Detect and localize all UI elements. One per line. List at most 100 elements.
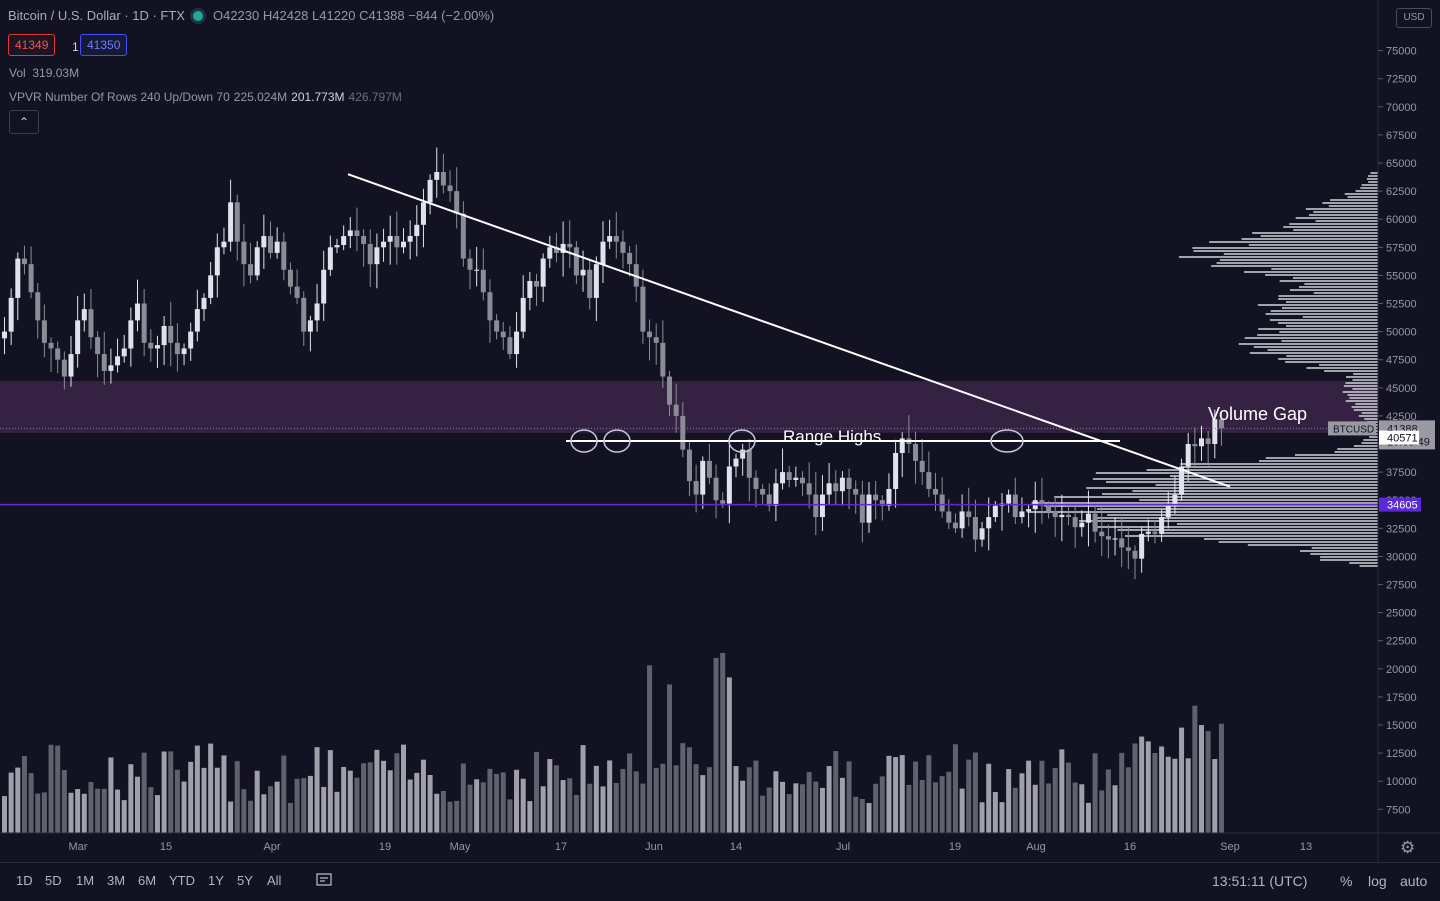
volume-bar	[454, 800, 460, 833]
volume-bar	[926, 755, 932, 833]
vpvr-row	[1223, 253, 1378, 255]
vpvr-row	[1238, 343, 1378, 345]
utc-clock[interactable]: 13:51:11 (UTC)	[1212, 873, 1308, 889]
vpvr-row	[1342, 391, 1378, 393]
volume-bar	[919, 779, 925, 833]
candle	[1218, 419, 1224, 429]
volume-bar	[354, 777, 360, 833]
volume-bar	[467, 784, 473, 833]
buy-price-button[interactable]: 41350	[80, 34, 128, 56]
gear-icon[interactable]: ⚙	[1400, 838, 1416, 857]
candle	[1152, 531, 1158, 534]
vpvr-row	[1360, 187, 1378, 189]
sell-price-button[interactable]: 41349	[8, 34, 56, 56]
candle	[88, 309, 94, 338]
log-scale-toggle[interactable]: log	[1368, 873, 1387, 889]
volume-bar	[341, 766, 347, 833]
volume-bar	[327, 750, 333, 833]
volume-bar	[1179, 727, 1185, 833]
volume-bar	[407, 779, 413, 833]
y-tick-label: 55000	[1386, 270, 1417, 282]
symbol-title[interactable]: Bitcoin / U.S. Dollar · 1D · FTX	[8, 8, 185, 23]
y-tick-label: 7500	[1386, 804, 1410, 816]
candle	[287, 269, 293, 287]
vpvr-row	[1093, 517, 1378, 519]
auto-scale-toggle[interactable]: auto	[1400, 873, 1428, 889]
y-tick-label: 72500	[1386, 74, 1417, 86]
volume-bar	[194, 745, 200, 833]
x-tick-label: Mar	[69, 841, 88, 853]
vpvr-row	[1270, 310, 1378, 312]
timeframe-3m[interactable]: 3M	[107, 873, 126, 888]
timeframe-1y[interactable]: 1Y	[208, 873, 224, 888]
volume-bar	[447, 801, 453, 833]
percent-scale-toggle[interactable]: %	[1340, 873, 1353, 889]
volume-bar	[261, 794, 267, 833]
timeframe-1m[interactable]: 1M	[76, 873, 95, 888]
chart-legend: Bitcoin / U.S. Dollar · 1D · FTX O42230 H…	[8, 8, 494, 23]
volume-bar	[234, 761, 240, 833]
touch-circle	[990, 429, 1024, 453]
timeframe-6m[interactable]: 6M	[138, 873, 157, 888]
candle	[839, 477, 845, 492]
candle	[1119, 538, 1125, 548]
candle	[108, 365, 114, 371]
y-tick-label: 15000	[1386, 720, 1417, 732]
volume-bar	[81, 793, 87, 833]
volume-bar	[1092, 753, 1098, 833]
vpvr-legend[interactable]: VPVR Number Of Rows 240 Up/Down 70 225.02…	[9, 90, 402, 104]
vpvr-row	[1337, 448, 1378, 450]
touch-circle	[728, 429, 756, 453]
candle	[760, 488, 766, 495]
y-tick-label: 20000	[1386, 664, 1417, 676]
candle	[620, 241, 626, 253]
volume-bar	[933, 782, 938, 833]
chevron-up-icon[interactable]: ⌃	[9, 110, 39, 134]
volume-bar	[274, 781, 280, 833]
vpvr-row	[1363, 439, 1378, 441]
vpvr-row	[1117, 529, 1378, 531]
timeframe-5d[interactable]: 5D	[45, 873, 62, 888]
timeframe-all[interactable]: All	[267, 873, 282, 888]
candle	[254, 247, 260, 276]
timeframe-ytd[interactable]: YTD	[169, 873, 195, 888]
volume-bar	[547, 759, 553, 833]
compare-icon[interactable]	[316, 872, 334, 888]
x-tick-label: 14	[730, 841, 742, 853]
volume-bar	[15, 767, 21, 833]
volume-bar	[686, 747, 692, 833]
timeframe-5y[interactable]: 5Y	[237, 873, 253, 888]
volume-bar	[640, 783, 646, 833]
volume-bar	[952, 744, 958, 833]
candle	[786, 472, 792, 480]
x-tick-label: 16	[1124, 841, 1136, 853]
volume-legend[interactable]: Vol 319.03M	[9, 66, 79, 80]
candle	[979, 528, 985, 540]
timeframe-1d[interactable]: 1D	[16, 873, 33, 888]
volume-bar	[500, 772, 506, 833]
vpvr-row	[1310, 553, 1378, 555]
y-tick-label: 60000	[1386, 214, 1417, 226]
volume-bar	[254, 770, 260, 833]
candle	[886, 488, 892, 506]
touch-circle	[603, 429, 631, 453]
candle	[1039, 500, 1045, 506]
candle	[833, 483, 839, 492]
vpvr-row	[1305, 208, 1378, 210]
volume-bar	[28, 773, 34, 833]
volume-bar	[846, 761, 852, 833]
candle	[281, 241, 287, 270]
candle	[1052, 511, 1058, 518]
candle	[1112, 538, 1118, 540]
candle	[41, 320, 47, 343]
vpvr-row	[1204, 538, 1378, 540]
volume-bar	[55, 745, 61, 833]
volume-bar	[268, 786, 273, 833]
vpvr-row	[1219, 259, 1378, 261]
volume-bar	[607, 760, 613, 833]
vpvr-row	[1279, 280, 1378, 282]
currency-selector[interactable]: USD	[1396, 8, 1432, 28]
vpvr-row	[1248, 244, 1378, 246]
volume-bar	[174, 769, 180, 833]
